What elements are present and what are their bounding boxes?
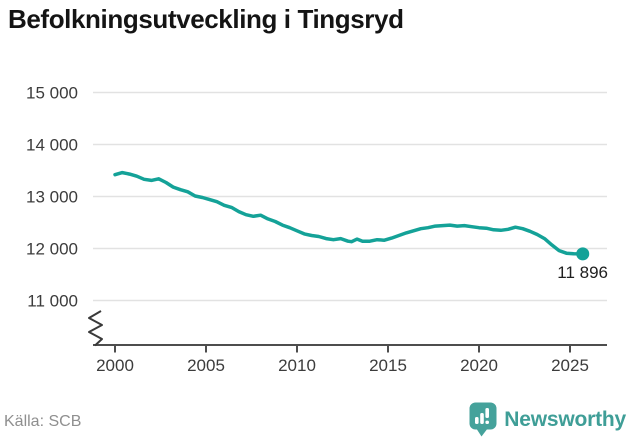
x-axis-tick-label: 2015 [369, 356, 407, 375]
x-axis-tick-label: 2005 [187, 356, 225, 375]
x-axis-tick-label: 2010 [278, 356, 316, 375]
source-caption: Källa: SCB [4, 413, 82, 430]
y-axis-tick-label: 11 000 [27, 292, 78, 311]
newsworthy-logo: Newsworthy [469, 402, 626, 437]
x-axis-tick-label: 2025 [551, 356, 589, 375]
y-axis-tick-label: 15 000 [26, 84, 78, 103]
chart-title: Befolkningsutveckling i Tingsryd [8, 4, 404, 34]
newsworthy-wordmark: Newsworthy [504, 407, 626, 431]
y-axis-tick-label: 14 000 [26, 136, 78, 155]
newsworthy-badge-icon [469, 402, 497, 437]
axis-break-icon [88, 310, 103, 347]
x-axis-tick-label: 2000 [96, 356, 134, 375]
x-axis-tick-label: 2020 [460, 356, 498, 375]
end-value-label: 11 896 [557, 263, 608, 282]
y-axis-tick-label: 12 000 [26, 240, 78, 259]
y-axis-tick-label: 13 000 [26, 188, 78, 207]
population-series-line [113, 170, 585, 256]
end-point-marker [576, 247, 590, 261]
